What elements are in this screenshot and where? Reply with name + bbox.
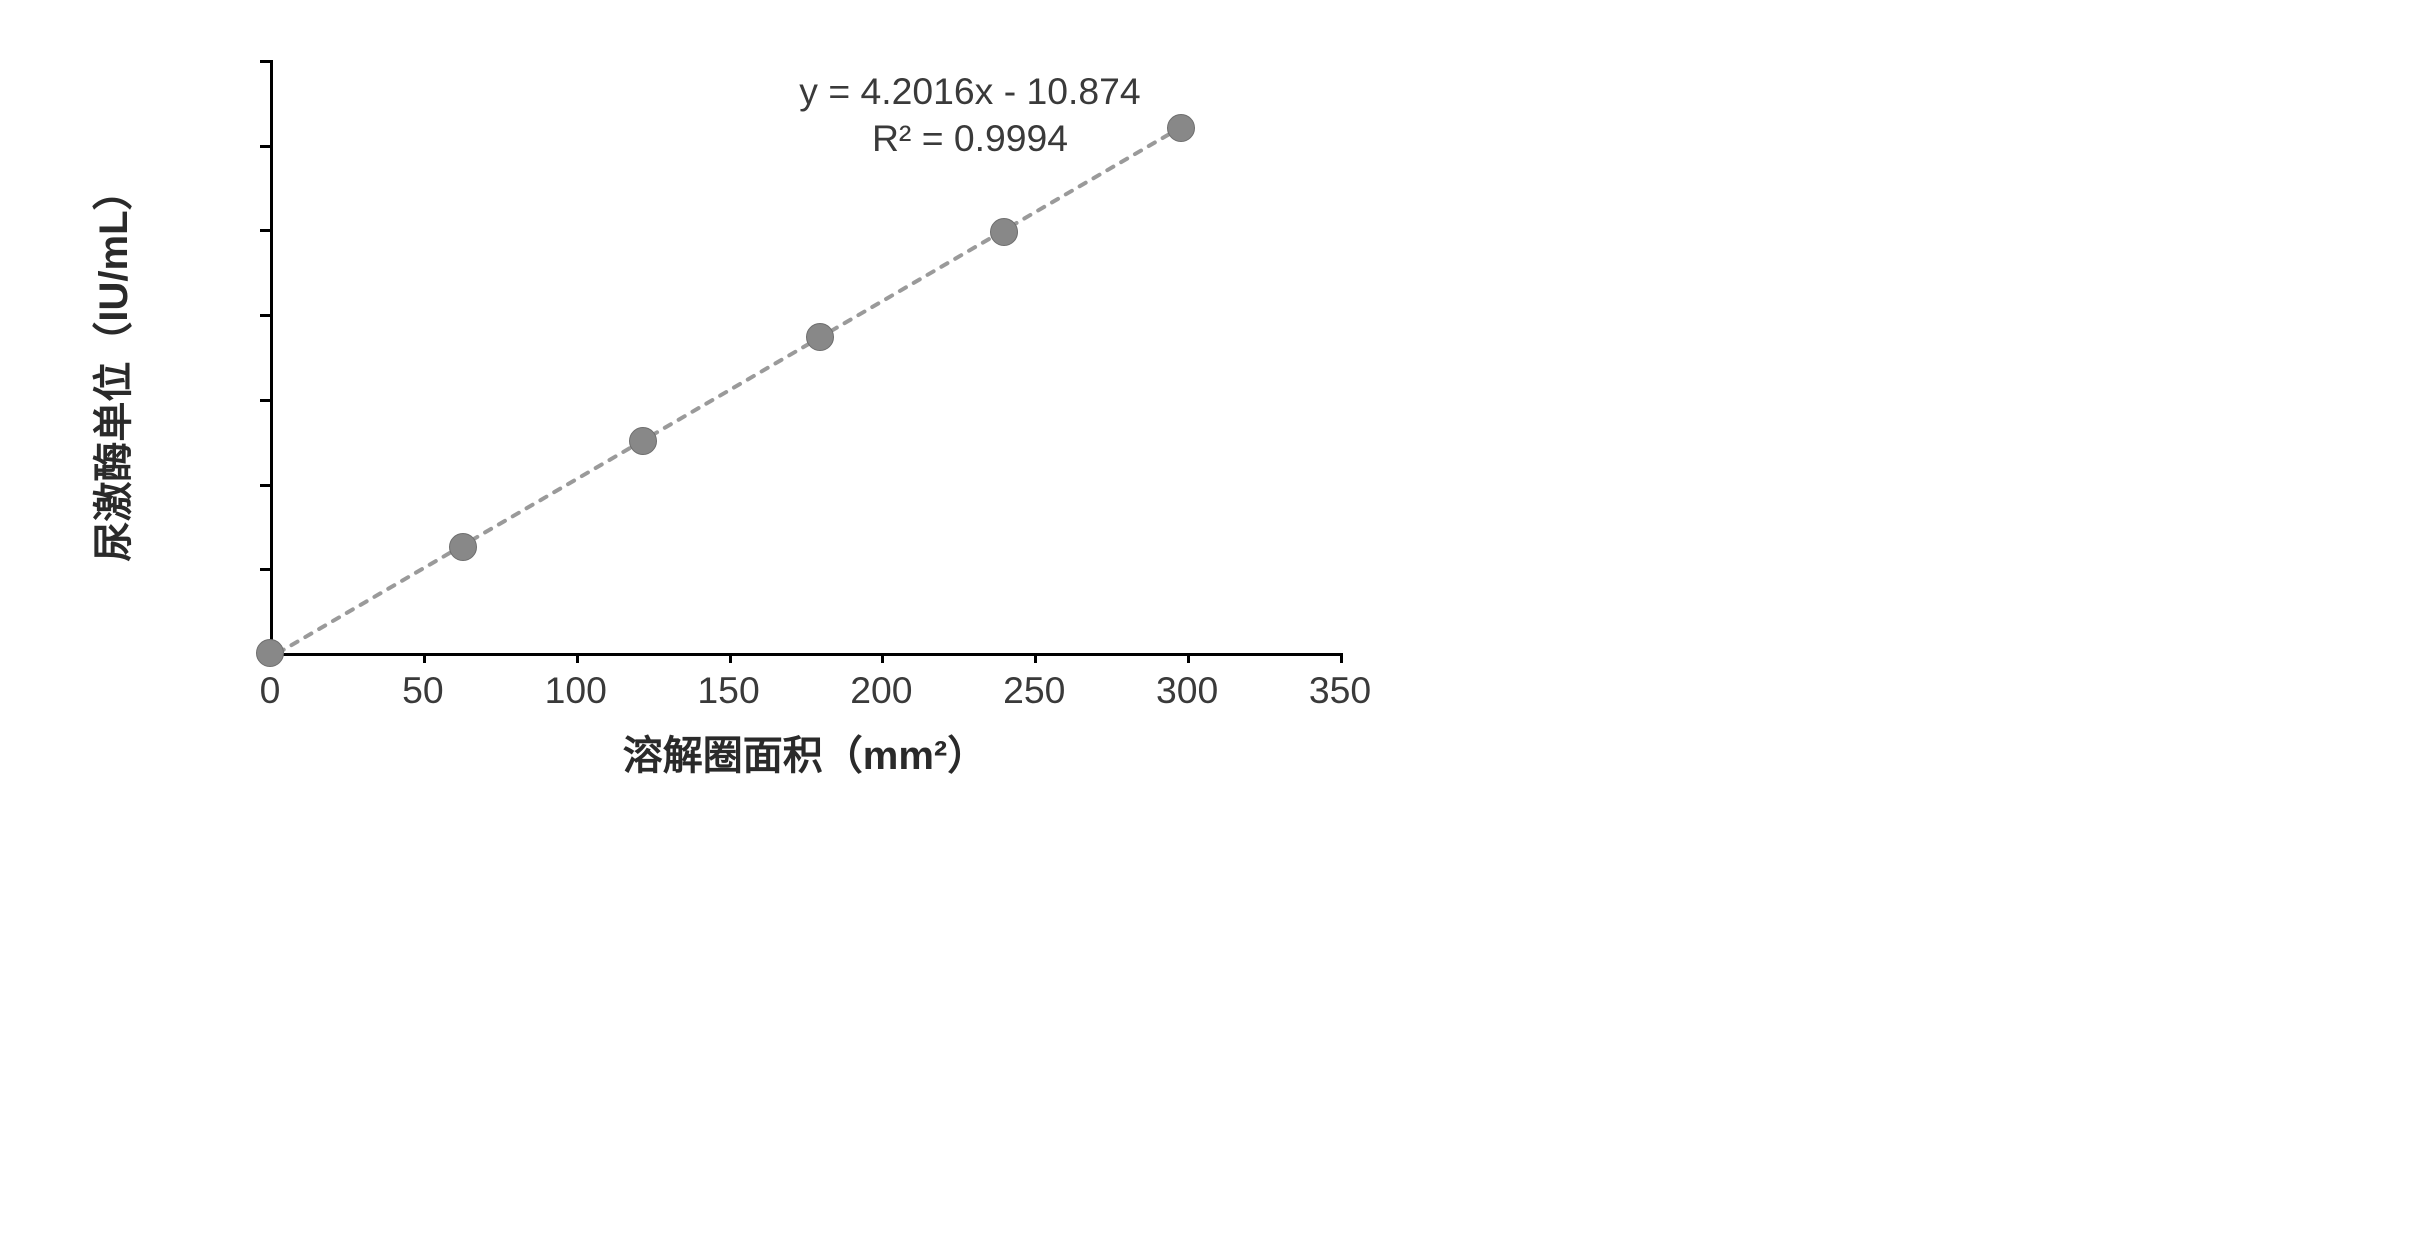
x-tick-label: 150 [669, 669, 789, 712]
x-tick-label: 250 [974, 669, 1094, 712]
y-axis-line [270, 60, 273, 656]
y-tick-mark [260, 568, 270, 571]
x-tick-mark [729, 653, 732, 663]
x-tick-label: 200 [821, 669, 941, 712]
x-tick-label: 50 [363, 669, 483, 712]
x-tick-mark [1187, 653, 1190, 663]
x-tick-mark [576, 653, 579, 663]
y-axis-title: 尿激酶单位（IU/mL） [81, 116, 139, 616]
y-tick-mark [260, 314, 270, 317]
y-tick-mark [260, 145, 270, 148]
x-tick-mark [1034, 653, 1037, 663]
regression-equation: y = 4.2016x - 10.874 R² = 0.9994 [720, 68, 1220, 161]
trendline [278, 124, 1188, 653]
x-tick-mark [423, 653, 426, 663]
data-point [806, 323, 834, 351]
data-point [990, 218, 1018, 246]
data-point [449, 533, 477, 561]
x-axis-line [270, 653, 1343, 656]
x-axis-title: 溶解圈面积（mm²） [605, 723, 1005, 781]
y-tick-mark [260, 229, 270, 232]
x-tick-label: 100 [516, 669, 636, 712]
x-tick-mark [881, 653, 884, 663]
x-tick-label: 300 [1127, 669, 1247, 712]
data-point [256, 639, 284, 667]
y-tick-mark [260, 60, 270, 63]
x-tick-label: 0 [210, 669, 330, 712]
x-tick-mark [1340, 653, 1343, 663]
y-tick-mark [260, 399, 270, 402]
trendline-svg [0, 0, 2416, 1252]
data-point [629, 427, 657, 455]
x-tick-label: 350 [1280, 669, 1400, 712]
y-tick-mark [260, 484, 270, 487]
